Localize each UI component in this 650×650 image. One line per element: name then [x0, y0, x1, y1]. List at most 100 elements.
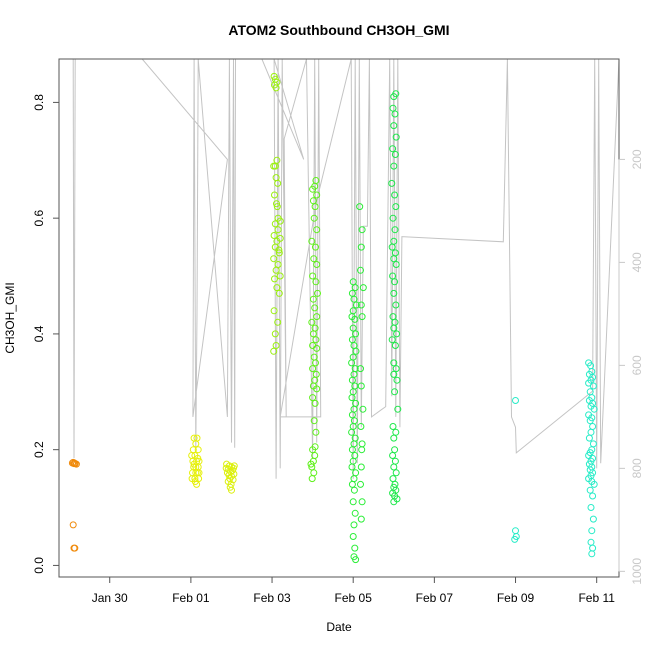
secondary-y-axis: 200 400 600 800 1000 — [618, 149, 644, 585]
x-tick-label: Feb 09 — [497, 591, 535, 605]
data-point — [358, 440, 366, 448]
data-point — [348, 394, 356, 402]
data-point — [390, 289, 398, 297]
data-point — [389, 452, 397, 459]
data-point — [392, 90, 400, 98]
data-point — [392, 469, 400, 477]
data-point — [349, 533, 357, 540]
data-point — [390, 370, 398, 378]
data-point — [357, 266, 364, 274]
data-point — [351, 315, 359, 323]
data-point — [271, 191, 278, 199]
data-point — [273, 156, 281, 164]
data-point — [194, 454, 202, 462]
data-point — [589, 492, 597, 500]
data-point — [273, 203, 281, 211]
data-point — [71, 544, 79, 552]
data-point — [307, 460, 315, 468]
data-point — [192, 440, 200, 448]
data-point — [391, 457, 399, 465]
plot-frame — [58, 58, 620, 578]
data-point — [308, 475, 316, 483]
data-point — [390, 162, 398, 170]
data-point — [390, 498, 398, 506]
data-point — [272, 342, 280, 349]
data-point — [352, 301, 360, 309]
data-point — [350, 295, 358, 303]
data-point — [391, 278, 399, 286]
data-point — [588, 550, 596, 558]
data-point — [587, 428, 595, 436]
altitude-trace-line — [59, 58, 620, 479]
data-point — [351, 284, 359, 292]
x-tick-label: Feb 03 — [253, 591, 291, 605]
data-point — [348, 463, 356, 471]
data-point — [359, 284, 367, 292]
data-point — [392, 133, 400, 141]
data-point — [391, 342, 399, 349]
data-point — [589, 382, 597, 390]
data-point — [590, 405, 598, 413]
data-point — [350, 417, 358, 425]
data-point — [351, 509, 359, 517]
data-point — [313, 313, 321, 321]
data-point — [274, 214, 282, 222]
data-point — [388, 243, 396, 251]
data-point — [309, 365, 317, 373]
data-point — [230, 462, 238, 470]
data-point — [312, 243, 319, 251]
data-point — [309, 295, 317, 303]
data-point — [275, 289, 283, 297]
data-point — [389, 475, 397, 483]
data-point — [311, 182, 319, 190]
data-point — [352, 556, 360, 564]
data-point — [313, 344, 321, 352]
data-point — [589, 423, 597, 430]
data-point — [309, 330, 317, 338]
data-point — [349, 498, 357, 506]
y-axis-label: CH3OH_GMI — [3, 282, 17, 353]
data-point — [392, 365, 400, 373]
data-point — [390, 122, 398, 130]
data-point — [356, 203, 364, 211]
data-point — [392, 203, 400, 211]
data-point — [275, 249, 283, 257]
data-point — [388, 179, 396, 187]
data-point — [589, 515, 597, 523]
data-point — [357, 301, 365, 309]
data-points-layer — [68, 72, 598, 564]
data-point — [588, 527, 596, 535]
data-point — [273, 284, 281, 292]
y-tick-label: 0.8 — [32, 94, 46, 111]
data-point — [310, 469, 318, 477]
data-point — [270, 347, 278, 355]
data-point — [392, 261, 400, 268]
data-point — [350, 521, 358, 529]
data-point — [357, 365, 364, 373]
data-point — [357, 382, 365, 390]
y2-tick-label: 600 — [630, 355, 644, 375]
data-point — [391, 446, 399, 454]
data-point — [589, 440, 597, 448]
data-point — [311, 203, 319, 211]
data-point — [392, 301, 400, 309]
data-point — [590, 480, 598, 488]
data-point — [349, 353, 357, 361]
data-point — [228, 486, 235, 494]
data-point — [274, 179, 282, 187]
data-point — [389, 214, 397, 222]
y2-tick-label: 200 — [630, 149, 644, 169]
data-point — [349, 278, 357, 286]
data-point — [350, 475, 358, 483]
data-point — [357, 515, 365, 523]
y-tick-label: 0.6 — [32, 209, 46, 226]
data-point — [271, 275, 278, 283]
data-point — [273, 200, 280, 208]
data-point — [390, 359, 398, 367]
data-point — [512, 397, 519, 404]
data-point — [310, 417, 318, 425]
data-point — [311, 443, 319, 451]
data-point — [308, 237, 316, 245]
data-point — [312, 428, 320, 436]
data-point — [194, 446, 202, 454]
